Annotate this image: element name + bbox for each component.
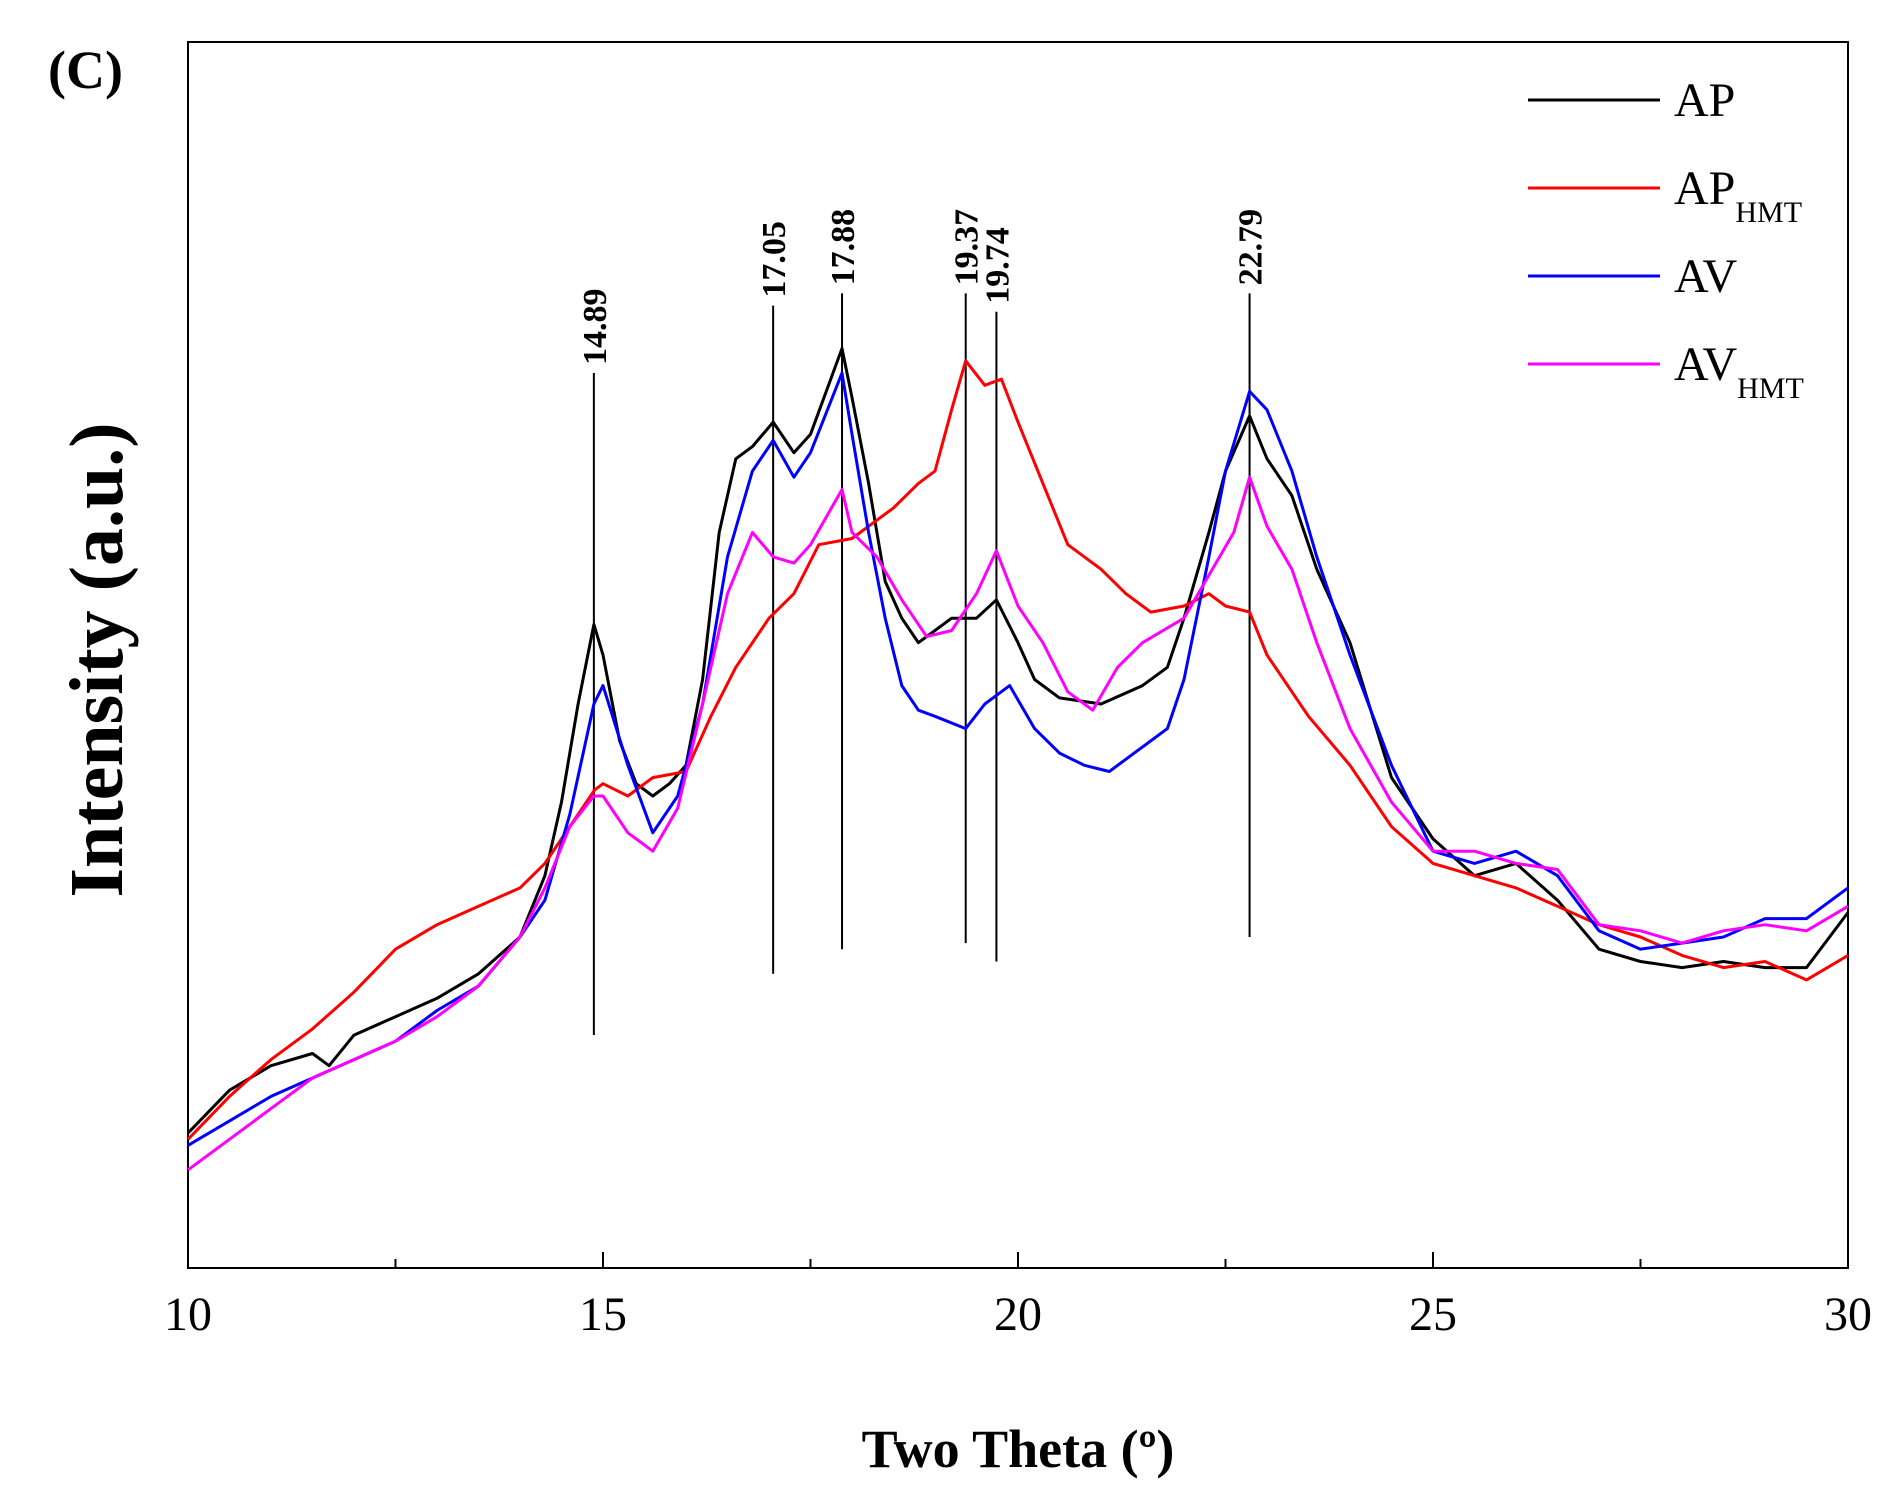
x-tick-label: 10 [164, 1288, 212, 1341]
panel-label: (C) [48, 40, 123, 100]
legend-label: APHMT [1674, 162, 1802, 229]
legend-label: AVHMT [1674, 338, 1804, 405]
legend: AP APHMT AV AVHMT [1528, 74, 1804, 405]
legend-label-subscript: HMT [1737, 372, 1804, 405]
peak-label: 17.88 [825, 209, 862, 286]
peak-label: 19.37 [949, 209, 986, 286]
x-axis-ticks: 10 15 20 25 30 [164, 1252, 1872, 1341]
series-line-av [187, 371, 1849, 1147]
series-line-ap [186, 347, 1850, 1135]
x-tick-label: 25 [1409, 1288, 1457, 1341]
series-line-av-hmt [187, 475, 1849, 1172]
peak-label: 19.74 [979, 227, 1016, 304]
legend-label: AV [1674, 250, 1737, 303]
series-group [186, 347, 1850, 1172]
x-axis-label: Two Theta (º) [862, 1419, 1175, 1479]
y-axis-label: Intensity (a.u.) [55, 422, 139, 897]
plot-frame [187, 41, 1849, 1269]
peak-label: 17.05 [756, 221, 793, 298]
peak-label: 14.89 [577, 289, 614, 366]
legend-label: AP [1674, 74, 1735, 127]
x-tick-label: 30 [1824, 1288, 1872, 1341]
x-tick-label: 15 [579, 1288, 627, 1341]
legend-label-subscript: HMT [1735, 196, 1802, 229]
x-tick-label: 20 [994, 1288, 1042, 1341]
series-line-ap-hmt [186, 359, 1849, 1141]
peak-label: 22.79 [1233, 209, 1270, 286]
